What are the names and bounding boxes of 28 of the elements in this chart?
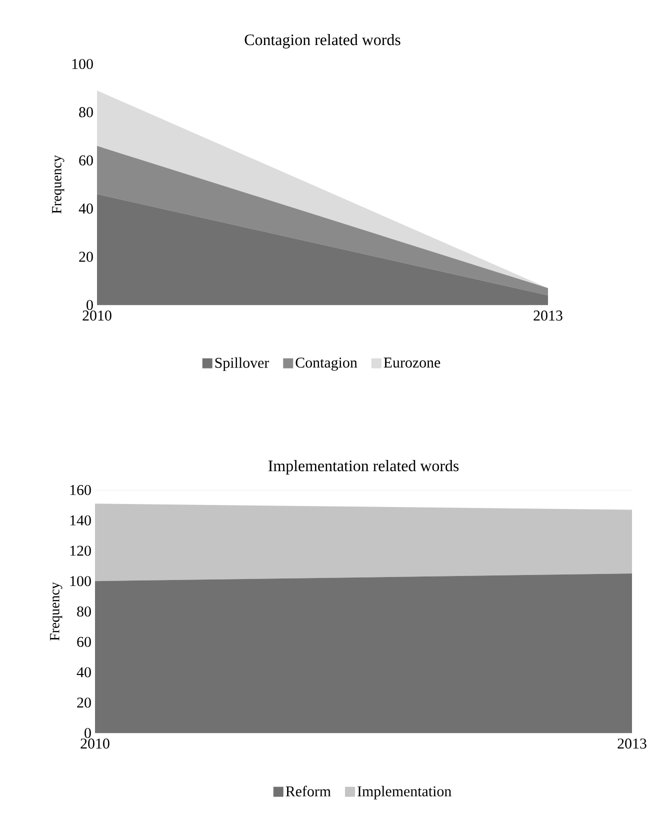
y-tick-label: 140 [70, 515, 91, 526]
y-tick-label: 40 [76, 667, 91, 678]
y-tick-label: 60 [79, 155, 93, 166]
y-axis-title: Frequency [50, 582, 62, 641]
y-tick-label: 120 [70, 546, 91, 556]
x-tick-label: 2010 [82, 310, 112, 321]
y-tick-label: 20 [77, 698, 91, 708]
y-tick-label: 20 [79, 252, 93, 262]
x-tick-label: 2013 [534, 310, 562, 321]
x-tick-label: 2013 [618, 738, 646, 749]
legend-label: Spillover [215, 357, 270, 371]
y-tick-label: 40 [78, 204, 93, 214]
y-tick-label: 0 [84, 728, 91, 738]
y-tick-label: 60 [77, 636, 91, 647]
x-tick-label: 2010 [80, 738, 110, 749]
chart-title: Implementation related words [268, 460, 459, 474]
y-tick-label: 100 [72, 58, 93, 70]
legend-label: Contagion [296, 358, 358, 371]
y-tick-label: 80 [77, 606, 91, 617]
legend-label: Eurozone [384, 358, 440, 368]
chart-title: Contagion related words [244, 34, 400, 48]
legend-label: Reform [286, 786, 331, 796]
y-tick-label: 100 [70, 576, 91, 586]
legend-label: Implementation [358, 786, 452, 800]
y-axis-title: Frequency [52, 155, 64, 214]
y-tick-label: 0 [86, 300, 93, 310]
y-tick-label: 80 [79, 107, 93, 118]
y-tick-label: 160 [70, 484, 91, 496]
